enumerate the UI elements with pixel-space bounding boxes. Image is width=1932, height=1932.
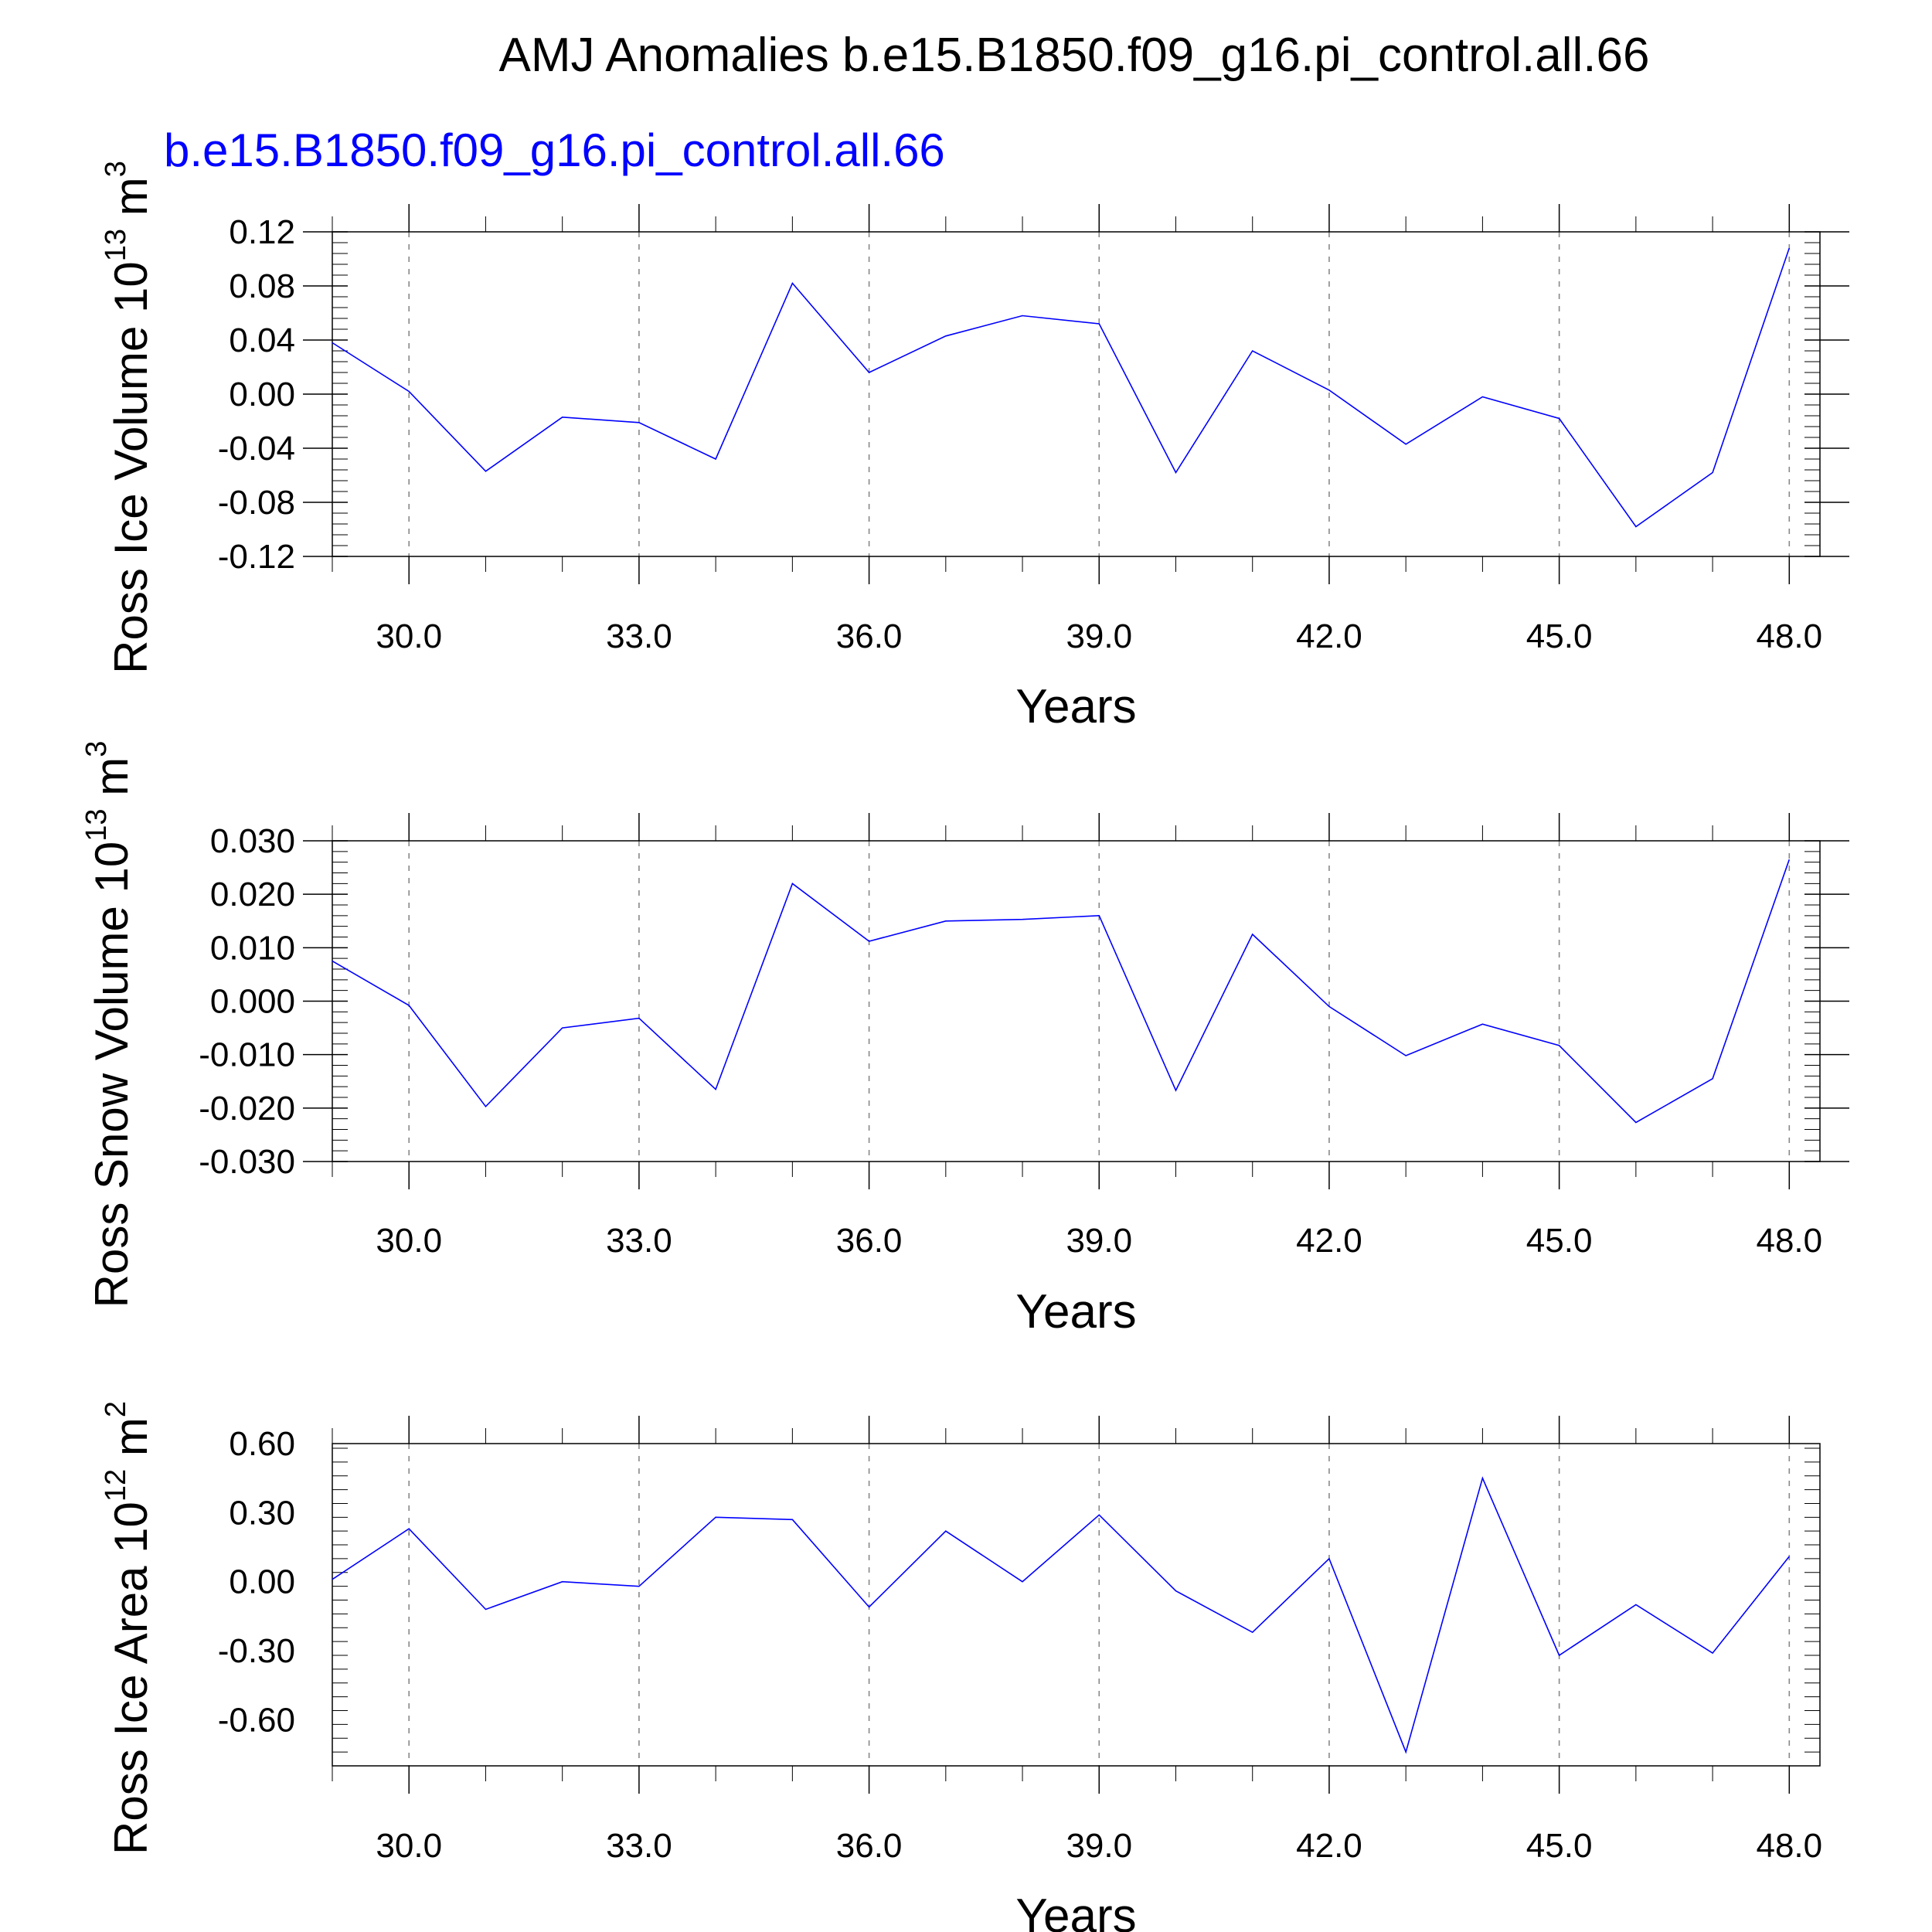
x-tick-label: 33.0	[606, 1827, 672, 1865]
chart-subtitle: b.e15.B1850.f09_g16.pi_control.all.66	[164, 124, 945, 176]
plot-frame	[332, 231, 1821, 557]
x-tick-label: 33.0	[606, 617, 672, 655]
x-tick-label: 36.0	[836, 617, 903, 655]
y-tick-label: 0.010	[210, 929, 295, 967]
plot-frame	[332, 840, 1821, 1162]
chart-title: AMJ Anomalies b.e15.B1850.f09_g16.pi_con…	[499, 29, 1650, 82]
y-axis-label-unit: m	[86, 757, 138, 809]
y-axis-label-unit-exponent: 3	[100, 161, 132, 177]
y-axis-label-exponent: 13	[100, 229, 132, 261]
x-axis-label: Years	[1015, 680, 1136, 733]
y-tick-label: 0.60	[229, 1425, 295, 1463]
y-tick-label: 0.030	[210, 822, 295, 860]
y-tick-label: 0.00	[229, 1563, 295, 1601]
y-axis-label-unit: m	[105, 177, 157, 229]
y-axis-label-exponent: 12	[100, 1469, 132, 1502]
x-tick-label: 45.0	[1526, 617, 1593, 655]
y-axis-label-unit-exponent: 3	[80, 741, 113, 757]
y-tick-label: -0.020	[199, 1090, 295, 1128]
x-tick-label: 42.0	[1296, 1827, 1362, 1865]
panel-2: -0.030 -0.020 -0.010 0.000 0.010 0.020 0.030 30…	[80, 741, 1849, 1338]
x-tick-label: 39.0	[1066, 617, 1132, 655]
x-tick-label: 33.0	[606, 1222, 672, 1260]
plot-frame	[332, 1443, 1821, 1767]
y-axis-label-unit: m	[105, 1417, 157, 1469]
x-tick-label: 36.0	[836, 1827, 903, 1865]
x-axis-label: Years	[1015, 1889, 1136, 1932]
x-tick-label: 36.0	[836, 1222, 903, 1260]
y-tick-label: -0.30	[218, 1632, 295, 1670]
y-tick-label: -0.04	[218, 430, 295, 468]
y-axis-label: Ross Snow Volume 1013 m3	[80, 741, 138, 1308]
x-tick-label: 48.0	[1756, 1222, 1822, 1260]
x-tick-label: 42.0	[1296, 617, 1362, 655]
x-axis-label: Years	[1015, 1285, 1136, 1338]
y-axis-label-exponent: 13	[80, 808, 113, 841]
y-tick-label: 0.30	[229, 1494, 295, 1532]
y-tick-label: 0.000	[210, 983, 295, 1021]
x-tick-label: 39.0	[1066, 1827, 1132, 1865]
y-axis-label: Ross Ice Volume 1013 m3	[100, 161, 157, 674]
y-tick-label: 0.12	[229, 213, 295, 251]
x-tick-label: 48.0	[1756, 617, 1822, 655]
series-line	[332, 859, 1791, 1124]
y-tick-label: 0.04	[229, 321, 295, 359]
panel-3: -0.60 -0.30 0.00 0.30 0.60 30.0 33.0 36.0 39.0 42…	[100, 1401, 1822, 1932]
x-tick-label: 45.0	[1526, 1222, 1593, 1260]
x-tick-label: 42.0	[1296, 1222, 1362, 1260]
x-tick-label: 30.0	[376, 1827, 442, 1865]
x-tick-label: 30.0	[376, 617, 442, 655]
y-tick-label: 0.08	[229, 267, 295, 305]
series-line	[332, 247, 1791, 528]
y-tick-label: -0.12	[218, 538, 295, 576]
y-tick-label: 0.00	[229, 376, 295, 413]
y-tick-label: -0.030	[199, 1143, 295, 1181]
panel-1: -0.12 -0.08 -0.04 0.00 0.04 0.08 0.12 30.0 33.0 3…	[100, 124, 1849, 733]
y-tick-label: -0.08	[218, 484, 295, 522]
y-axis-label: Ross Ice Area 1012 m2	[100, 1401, 157, 1855]
y-axis-label-text: Ross Ice Volume 10	[105, 261, 157, 674]
x-tick-label: 39.0	[1066, 1222, 1132, 1260]
y-tick-label: 0.020	[210, 876, 295, 913]
y-tick-label: -0.60	[218, 1701, 295, 1739]
x-tick-label: 30.0	[376, 1222, 442, 1260]
y-axis-label-unit-exponent: 2	[100, 1401, 132, 1417]
y-axis-label-text: Ross Snow Volume 10	[86, 842, 138, 1308]
x-tick-label: 48.0	[1756, 1827, 1822, 1865]
series-line	[332, 1476, 1790, 1754]
x-tick-label: 45.0	[1526, 1827, 1593, 1865]
y-axis-label-text: Ross Ice Area 10	[105, 1502, 157, 1855]
y-tick-label: -0.010	[199, 1036, 295, 1074]
